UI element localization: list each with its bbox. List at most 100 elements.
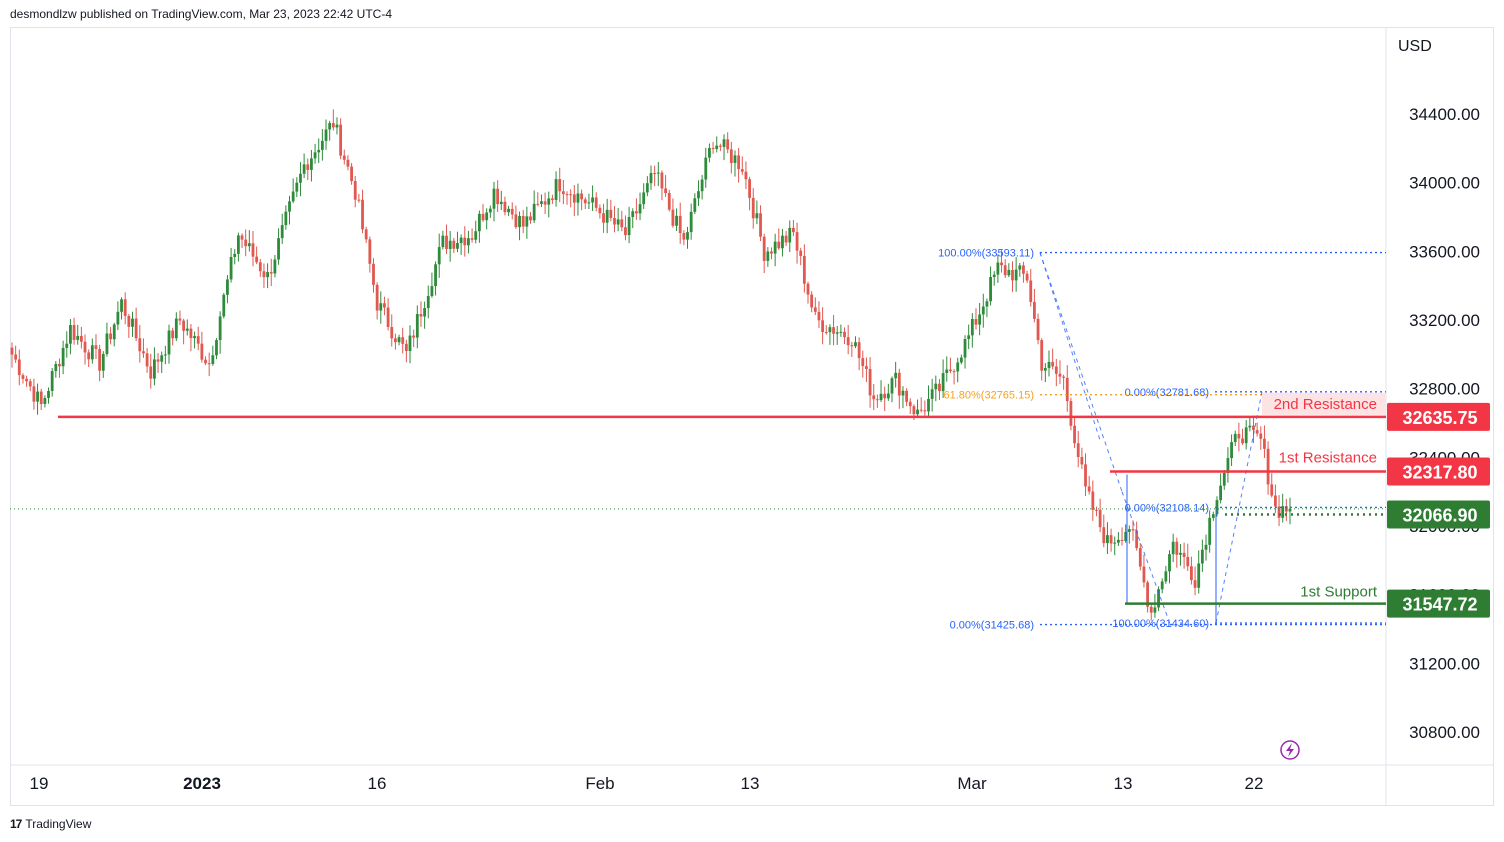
candle-body <box>39 391 43 404</box>
candle-body <box>361 199 364 230</box>
x-tick-label: Mar <box>957 774 987 793</box>
candle-body <box>507 208 510 213</box>
candle-body <box>1273 495 1277 507</box>
candle-body <box>251 243 255 257</box>
candle-body <box>233 253 237 257</box>
resistance-label-bg <box>1262 392 1386 415</box>
candle-body <box>28 381 32 387</box>
candle-body <box>857 342 861 359</box>
candle-body <box>934 383 938 390</box>
candle-body <box>1157 589 1160 608</box>
candle-body <box>61 347 65 367</box>
candle-body <box>762 236 766 261</box>
fib-label: 0.00%(32108.14) <box>1125 502 1209 514</box>
candle-body <box>536 203 540 205</box>
candle-body <box>368 239 372 264</box>
candle-body <box>269 272 273 274</box>
candle-body <box>255 256 259 263</box>
candle-body <box>1065 377 1069 402</box>
candle-body <box>602 213 605 223</box>
candle-body <box>83 341 87 353</box>
candle-body <box>1011 269 1014 281</box>
candle-body <box>1255 430 1259 434</box>
y-tick-label: 33200.00 <box>1409 311 1480 330</box>
candle-body <box>441 235 445 248</box>
candle-body <box>313 152 317 159</box>
candle-body <box>375 284 379 311</box>
candle-body <box>1062 376 1066 378</box>
candle-body <box>755 213 759 219</box>
candle-body <box>886 393 890 399</box>
candle-body <box>1014 269 1018 281</box>
candle-body <box>1190 566 1193 581</box>
candle-body <box>916 409 919 415</box>
candle-body <box>645 183 649 193</box>
candle-body <box>236 235 240 254</box>
candle-body <box>821 320 825 332</box>
candle-body <box>587 202 591 204</box>
candle-body <box>503 201 507 213</box>
candle-body <box>79 335 83 342</box>
candle-body <box>167 330 171 355</box>
candle-body <box>21 375 25 379</box>
candle-body <box>218 316 222 341</box>
candle-body <box>718 145 722 147</box>
candle-body <box>302 164 306 174</box>
x-tick-label: 13 <box>1114 774 1133 793</box>
candle-body <box>1142 566 1146 583</box>
candle-body <box>408 335 412 352</box>
candle-body <box>671 209 675 226</box>
x-tick-label: 22 <box>1245 774 1264 793</box>
candle-body <box>401 337 405 344</box>
candle-body <box>353 181 357 200</box>
candle-body <box>415 314 419 338</box>
candle-body <box>306 164 310 170</box>
candle-body <box>1193 580 1197 588</box>
candle-body <box>200 343 204 360</box>
candle-body <box>445 235 448 249</box>
price-tag-bg <box>1387 500 1490 529</box>
candle-body <box>938 383 941 392</box>
candle-body <box>1054 366 1058 374</box>
candle-body <box>1091 491 1095 510</box>
candle-body <box>865 366 868 369</box>
candle-body <box>1084 464 1087 487</box>
candle-body <box>423 308 427 317</box>
candle-body <box>1022 265 1025 274</box>
candle-body <box>36 391 39 402</box>
candle-body <box>463 237 467 246</box>
y-tick-label: 34400.00 <box>1409 105 1480 124</box>
price-tag-label: 32635.75 <box>1402 408 1477 428</box>
candle-body <box>1219 485 1223 501</box>
candle-body <box>613 217 616 225</box>
candle-body <box>952 371 956 373</box>
candle-body <box>532 203 536 221</box>
candle-body <box>1277 506 1281 518</box>
candle-body <box>1098 509 1102 528</box>
candle-body <box>989 277 992 302</box>
candle-body <box>551 198 554 200</box>
candle-body <box>284 211 288 226</box>
candle-body <box>583 199 587 204</box>
x-tick-label: 16 <box>368 774 387 793</box>
candle-body <box>1120 539 1124 541</box>
candle-body <box>295 182 299 192</box>
currency-label: USD <box>1398 38 1432 55</box>
label-2nd-resistance: 2nd Resistance <box>1274 396 1377 413</box>
candle-body <box>50 371 54 391</box>
candle-body <box>949 369 952 372</box>
candle-body <box>631 211 635 218</box>
candle-body <box>1003 265 1007 276</box>
candle-body <box>222 294 226 317</box>
candle-body <box>883 393 887 399</box>
candle-body <box>160 355 164 362</box>
candle-body <box>1208 517 1212 545</box>
candle-body <box>273 259 277 274</box>
x-tick-label: 19 <box>30 774 49 793</box>
candle-body <box>788 227 792 243</box>
candle-body <box>134 318 138 339</box>
candle-body <box>426 295 430 309</box>
candle-body <box>565 194 569 196</box>
candle-body <box>748 179 751 198</box>
